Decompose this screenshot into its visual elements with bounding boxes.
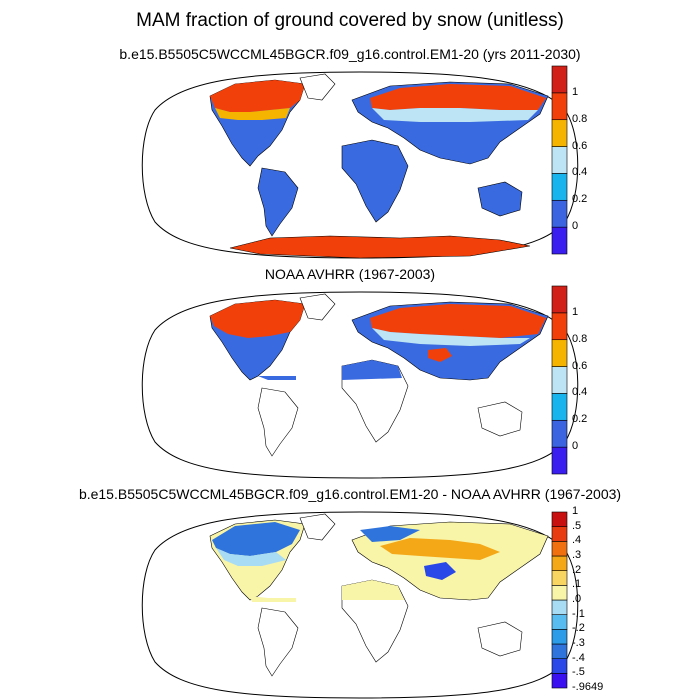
colorbar-3-label: -.9649 xyxy=(572,681,604,693)
figure-title: MAM fraction of ground covered by snow (… xyxy=(136,10,564,31)
colorbar-3-label: 1 xyxy=(572,505,579,517)
colorbar-2-box xyxy=(551,366,568,394)
colorbar-2-box xyxy=(551,419,568,448)
colorbar-3-label: -.4 xyxy=(572,651,585,664)
panel-2-title: NOAA AVHRR (1967-2003) xyxy=(264,266,436,282)
map-1-north-america-snow-edge xyxy=(215,108,290,120)
colorbar-3-label: .0 xyxy=(572,593,582,605)
map-3-australia xyxy=(477,621,523,657)
map-1-eurasia-snow-edge xyxy=(372,108,538,122)
map-3-greenland xyxy=(299,513,336,541)
colorbar-2-label: 0.6 xyxy=(572,359,588,372)
colorbar-3-label: .4 xyxy=(572,534,582,547)
colorbar-1-label: 0 xyxy=(572,220,579,233)
colorbar-3-label: .1 xyxy=(572,578,582,591)
map-3-south-america xyxy=(257,607,299,677)
colorbar-3-box xyxy=(551,526,568,542)
colorbar-3-box xyxy=(551,673,568,689)
map-3-north-america-neg-light xyxy=(216,548,286,566)
panel-1-map xyxy=(141,71,579,259)
colorbar-2-box xyxy=(551,339,568,367)
colorbar-1-box xyxy=(551,199,568,228)
map-1-south-america xyxy=(257,167,299,237)
colorbar-3-box xyxy=(551,541,568,557)
colorbar-3-label: .3 xyxy=(572,549,582,561)
panel-1-title: b.e15.B5505C5WCCML45BGCR.f09_g16.control… xyxy=(119,46,581,62)
colorbar-1-label: 0.4 xyxy=(572,166,588,179)
panel-3-map xyxy=(141,511,579,699)
map-3-tibet-neg xyxy=(424,562,456,580)
colorbar-2-label: 0.4 xyxy=(572,386,588,399)
panel-3-title: b.e15.B5505C5WCCML45BGCR.f09_g16.control… xyxy=(78,486,622,502)
colorbar-2-box xyxy=(551,285,568,314)
map-1-north-america-snow xyxy=(210,80,305,112)
map-2-africa-north xyxy=(342,360,402,380)
colorbar-2-label: 0.2 xyxy=(572,413,588,426)
map-1-eurasia-snow xyxy=(370,84,546,110)
colorbar-1-box xyxy=(551,146,568,174)
panel-2-map xyxy=(141,291,579,479)
map-2-tibet-snow xyxy=(428,348,452,362)
colorbar-3-label: -.3 xyxy=(572,637,585,649)
colorbar-3-box xyxy=(551,555,568,571)
colorbar-3 xyxy=(551,511,568,689)
map-3-africa-north xyxy=(342,580,404,600)
colorbar-1-box xyxy=(551,65,568,94)
map-1-australia xyxy=(477,181,523,217)
colorbar-2 xyxy=(551,285,568,475)
map-2-greenland xyxy=(299,293,336,321)
colorbar-3-box xyxy=(551,599,568,615)
map-1-greenland xyxy=(299,73,336,101)
map-2-australia xyxy=(477,401,523,437)
colorbar-2-label: 1 xyxy=(572,305,579,318)
colorbar-1-label: 0.6 xyxy=(572,139,588,152)
colorbar-1-box xyxy=(551,119,568,147)
colorbar-3-box xyxy=(551,511,568,527)
colorbar-3-box xyxy=(551,629,568,645)
colorbar-3-label: .2 xyxy=(572,563,582,576)
colorbar-3-box xyxy=(551,658,568,674)
colorbar-1-box xyxy=(551,173,568,201)
map-3-africa xyxy=(341,579,409,663)
colorbar-3-box xyxy=(551,585,568,601)
colorbar-3-box xyxy=(551,614,568,630)
colorbar-3-label: -.5 xyxy=(572,666,585,679)
colorbar-2-box xyxy=(551,393,568,421)
colorbar-3-label: -.2 xyxy=(572,622,585,635)
colorbar-2-label: 0 xyxy=(572,440,579,453)
map-3-eurasia-pos xyxy=(380,538,500,560)
map-2-africa xyxy=(341,359,409,443)
colorbar-3-box xyxy=(551,570,568,586)
colorbar-2-box xyxy=(551,446,568,475)
colorbar-3-label: -.1 xyxy=(572,607,585,620)
map-3-eurasia-neg xyxy=(360,526,420,542)
colorbar-3-label: .5 xyxy=(572,519,582,532)
colorbar-1-label: 1 xyxy=(572,85,579,98)
map-1-africa xyxy=(341,139,409,223)
map-2-south-america xyxy=(257,387,299,457)
map-2-north-america-snow xyxy=(210,300,305,338)
colorbar-2-box xyxy=(551,312,568,341)
map-3-central-america xyxy=(250,596,296,602)
colorbar-2-label: 0.8 xyxy=(572,332,588,345)
map-1-antarctica xyxy=(229,235,531,259)
colorbar-1 xyxy=(551,65,568,255)
colorbar-1-box xyxy=(551,92,568,121)
map-2-eurasia-snow xyxy=(370,304,546,338)
map-2-central-america xyxy=(242,372,296,380)
colorbar-1-box xyxy=(551,226,568,255)
colorbar-3-box xyxy=(551,643,568,659)
map-2-eurasia-snow-edge xyxy=(372,328,530,346)
map-3-north-america-neg xyxy=(212,522,300,556)
colorbar-1-label: 0.8 xyxy=(572,112,588,125)
colorbar-1-label: 0.2 xyxy=(572,193,588,206)
